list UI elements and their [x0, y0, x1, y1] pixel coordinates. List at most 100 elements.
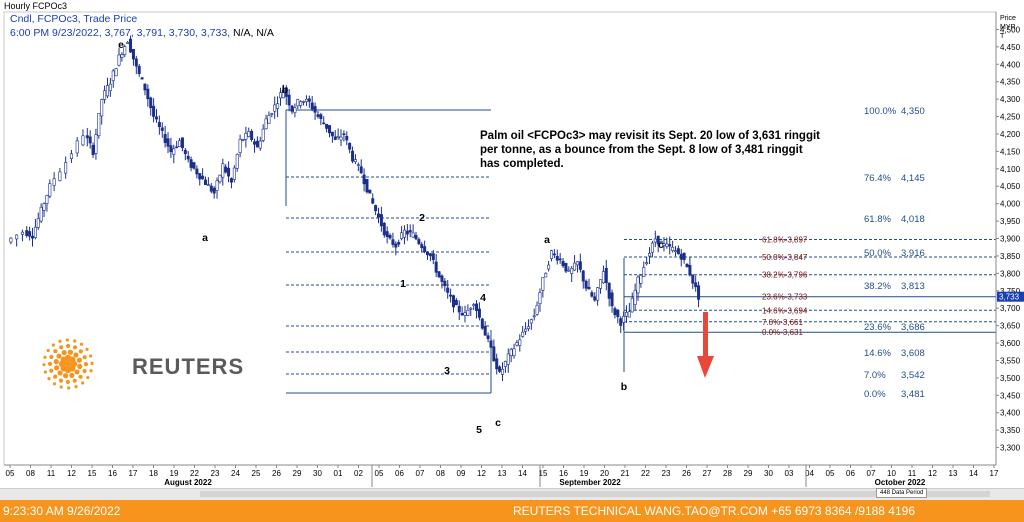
forecast-arrow-head: [697, 356, 714, 378]
candle-up: [659, 241, 663, 243]
candle-down: [610, 292, 614, 307]
candle-up: [648, 253, 652, 257]
current-price-marker: [997, 291, 1024, 302]
x-tick-label: 15: [88, 469, 97, 478]
candle-down: [578, 261, 582, 270]
y-tick-label: 3,450: [1000, 391, 1021, 400]
x-tick-label: 07: [416, 469, 425, 478]
logo-dot: [82, 368, 87, 374]
logo-dot: [54, 365, 60, 371]
candle-down: [486, 335, 490, 340]
reuters-logo-text: REUTERS: [132, 354, 245, 379]
candle-down: [477, 308, 481, 318]
logo-dot: [61, 350, 67, 356]
x-tick-label: 17: [990, 469, 999, 478]
candle-up: [264, 118, 268, 130]
y-tick-label: 4,250: [1000, 113, 1021, 122]
candle-up: [123, 46, 127, 55]
candle-down: [359, 166, 363, 174]
candle-up: [573, 262, 577, 271]
candle-down: [552, 253, 556, 256]
candle-up: [258, 140, 262, 149]
footer-bar: 9:23:30 AM 9/26/2022 REUTERS TECHNICAL W…: [0, 500, 1024, 522]
candle-up: [567, 269, 571, 272]
x-tick-label: 07: [867, 469, 876, 478]
candle-up: [596, 287, 600, 301]
x-tick-label: 14: [969, 469, 978, 478]
candle-up: [244, 133, 248, 140]
candle-down: [492, 346, 496, 362]
candle-down: [160, 127, 164, 131]
x-tick-label: 15: [539, 469, 548, 478]
candle-up: [114, 68, 118, 77]
candle-up: [506, 353, 510, 365]
candle-down: [198, 173, 202, 180]
x-tick-label: 26: [272, 469, 281, 478]
candle-up: [599, 279, 603, 289]
reuters-logo: REUTERS: [34, 329, 243, 399]
ohlc-readout: 6:00 PM 9/23/2022, 3,767, 3,791, 3,730, …: [10, 27, 274, 39]
y-tick-label: 3,800: [1000, 269, 1021, 278]
horizontal-scrollbar[interactable]: [0, 488, 1024, 500]
logo-dot: [89, 369, 93, 373]
x-tick-label: 01: [334, 469, 343, 478]
y-tick-label: 3,850: [1000, 252, 1021, 261]
candle-down: [446, 287, 450, 293]
series-label: Cndl, FCPOc3, Trade Price: [10, 13, 138, 25]
logo-dot: [53, 359, 59, 365]
logo-dot: [46, 348, 50, 353]
logo-dot: [53, 374, 58, 379]
candle-down: [374, 205, 378, 212]
candle-up: [108, 83, 112, 92]
fib-left-value: 4,018: [901, 214, 925, 225]
candle-down: [607, 282, 611, 299]
candle-up: [653, 238, 657, 243]
y-tick-label: 3,350: [1000, 426, 1021, 435]
scroll-thumb[interactable]: [200, 491, 990, 497]
x-tick-label: 27: [703, 469, 712, 478]
current-price-label: 3,733: [999, 293, 1020, 302]
candle-up: [238, 138, 242, 153]
x-tick-label: 12: [67, 469, 76, 478]
month-label: August 2022: [164, 478, 212, 487]
candle-up: [178, 140, 182, 147]
logo-dot: [73, 352, 79, 358]
logo-dot: [78, 349, 83, 354]
y-tick-label: 3,900: [1000, 235, 1021, 244]
candle-down: [688, 265, 692, 276]
logo-dot: [59, 345, 64, 350]
candle-down: [287, 94, 291, 106]
candle-up: [532, 315, 536, 318]
candle-up: [42, 203, 46, 211]
candle-up: [69, 153, 73, 159]
y-tick-label: 3,300: [1000, 444, 1021, 453]
logo-dot: [43, 355, 47, 359]
logo-dot: [86, 375, 90, 380]
y-tick-label: 3,500: [1000, 374, 1021, 383]
fib-left-pct: 38.2%: [864, 281, 891, 292]
candle-down: [388, 234, 392, 239]
x-tick-label: 29: [744, 469, 753, 478]
logo-dot: [43, 370, 47, 374]
fib-left-value: 3,686: [901, 322, 925, 333]
candle-up: [665, 243, 669, 247]
candle-down: [440, 275, 444, 282]
x-tick-label: 25: [252, 469, 261, 478]
candle-up: [33, 226, 37, 238]
logo-dot: [57, 370, 63, 376]
candle-up: [466, 309, 470, 316]
x-tick-label: 16: [559, 469, 568, 478]
ohlc-values: 6:00 PM 9/23/2022, 3,767, 3,791, 3,730, …: [10, 27, 231, 39]
candle-down: [143, 83, 147, 91]
fib-left-pct: 0.0%: [864, 389, 886, 400]
fib-right-label: 0.0%-3,631: [762, 328, 803, 337]
candle-up: [278, 92, 282, 99]
logo-dot: [74, 369, 80, 375]
candle-down: [564, 262, 568, 272]
candle-down: [140, 77, 144, 80]
candle-up: [100, 99, 104, 117]
candle-up: [206, 184, 210, 186]
fib-left-pct: 23.6%: [864, 322, 891, 333]
candle-up: [601, 271, 605, 284]
